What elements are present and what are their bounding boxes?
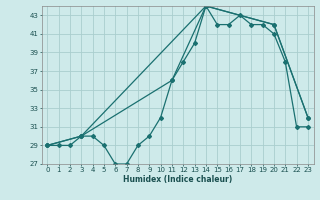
X-axis label: Humidex (Indice chaleur): Humidex (Indice chaleur) <box>123 175 232 184</box>
